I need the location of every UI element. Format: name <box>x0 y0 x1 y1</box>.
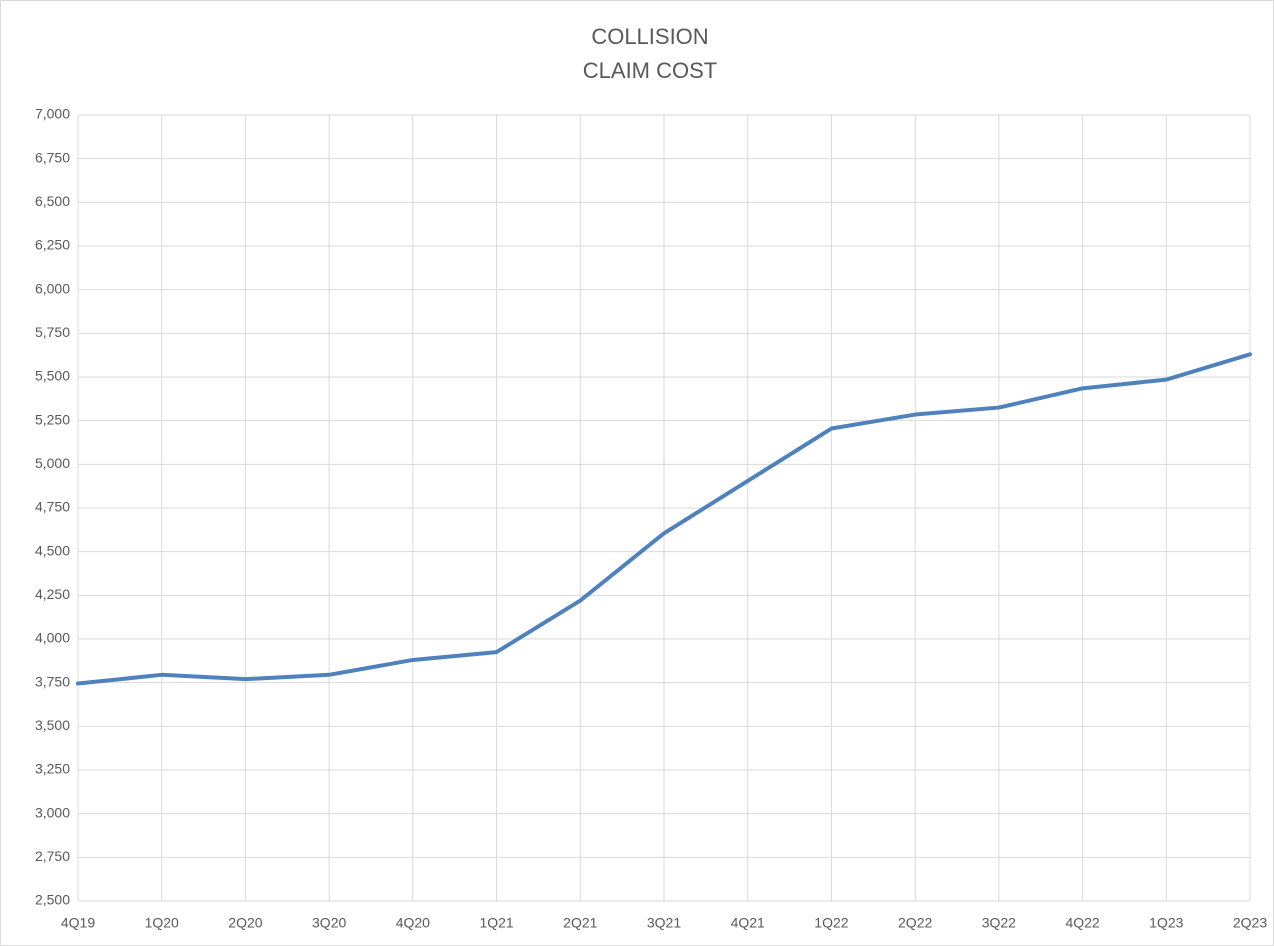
x-tick-label: 4Q20 <box>396 915 430 931</box>
chart-title: COLLISION <box>591 24 708 49</box>
x-tick-label: 3Q22 <box>982 915 1016 931</box>
y-tick-label: 6,500 <box>35 193 70 209</box>
line-series <box>76 352 1252 686</box>
x-tick-label: 2Q21 <box>563 915 597 931</box>
y-tick-label: 6,750 <box>35 149 70 165</box>
x-tick-label: 1Q23 <box>1149 915 1183 931</box>
chart-title: CLAIM COST <box>583 58 717 83</box>
x-tick-label: 4Q19 <box>61 915 95 931</box>
y-tick-label: 3,250 <box>35 761 70 777</box>
y-tick-label: 4,750 <box>35 499 70 515</box>
y-tick-label: 6,000 <box>35 280 70 296</box>
x-tick-label: 2Q20 <box>228 915 262 931</box>
y-tick-label: 5,250 <box>35 411 70 427</box>
x-tick-label: 1Q22 <box>814 915 848 931</box>
y-tick-label: 4,000 <box>35 630 70 646</box>
y-tick-label: 5,000 <box>35 455 70 471</box>
y-tick-label: 7,000 <box>35 106 70 122</box>
y-tick-label: 2,750 <box>35 848 70 864</box>
y-tick-label: 5,500 <box>35 368 70 384</box>
y-tick-label: 3,000 <box>35 804 70 820</box>
y-tick-label: 6,250 <box>35 237 70 253</box>
y-tick-label: 2,500 <box>35 892 70 908</box>
y-tick-label: 4,500 <box>35 542 70 558</box>
x-tick-label: 2Q22 <box>898 915 932 931</box>
x-tick-label: 4Q21 <box>731 915 765 931</box>
y-tick-label: 5,750 <box>35 324 70 340</box>
x-tick-label: 2Q23 <box>1233 915 1267 931</box>
x-tick-label: 1Q20 <box>145 915 179 931</box>
x-tick-label: 3Q20 <box>312 915 346 931</box>
x-tick-label: 1Q21 <box>479 915 513 931</box>
x-tick-label: 4Q22 <box>1065 915 1099 931</box>
y-tick-label: 3,500 <box>35 717 70 733</box>
y-tick-label: 3,750 <box>35 673 70 689</box>
y-tick-label: 4,250 <box>35 586 70 602</box>
x-tick-label: 3Q21 <box>647 915 681 931</box>
